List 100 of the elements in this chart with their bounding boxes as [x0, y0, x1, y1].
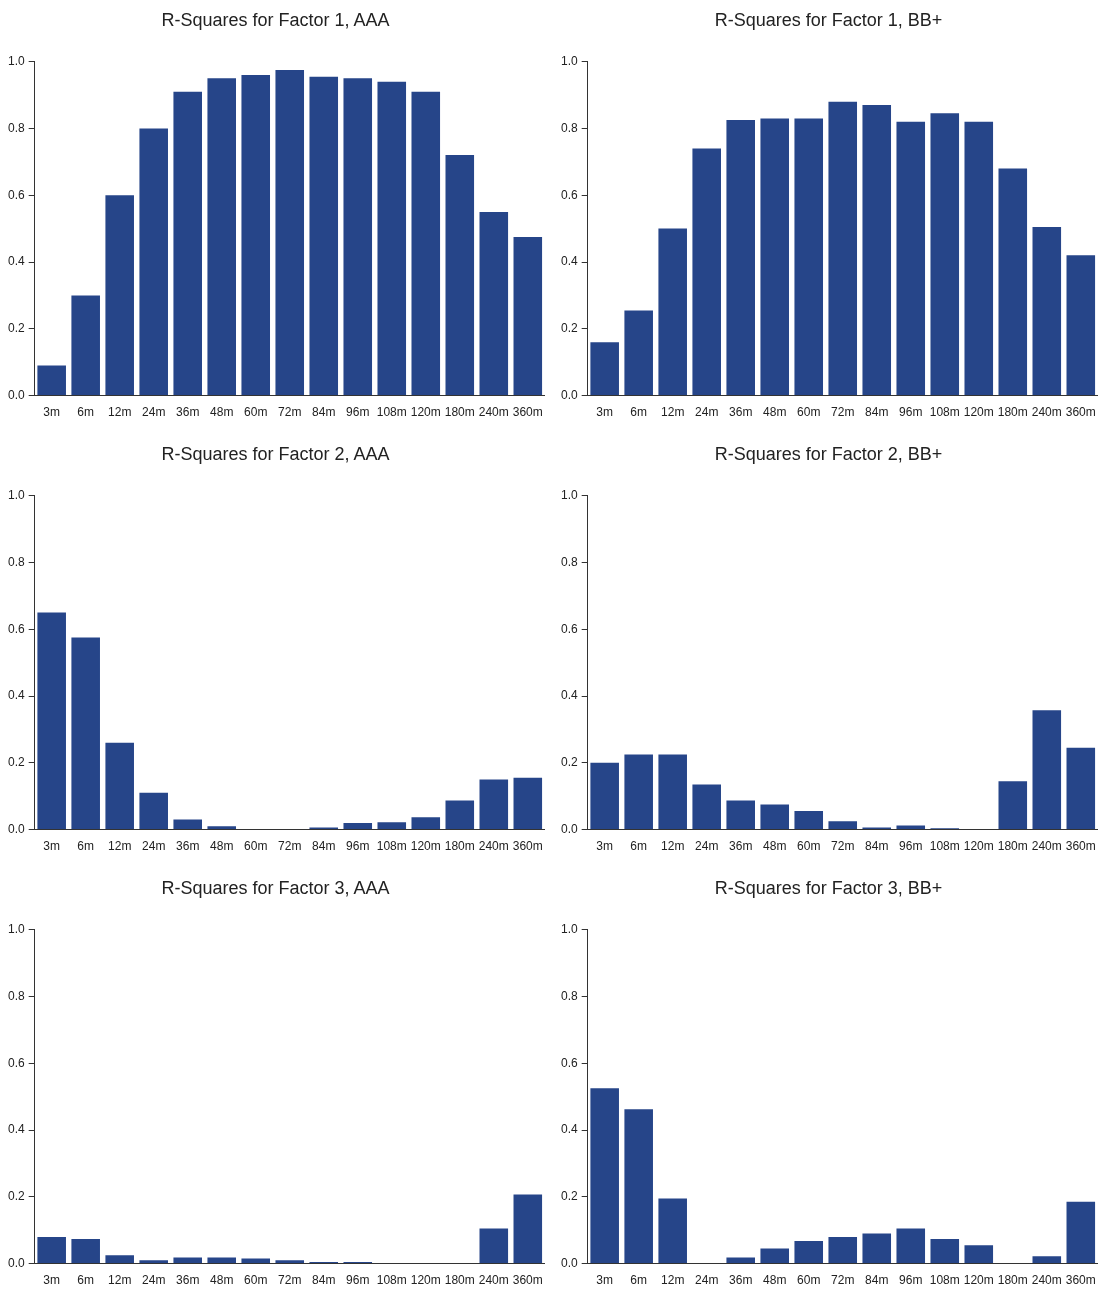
x-tick-label: 36m: [176, 839, 200, 854]
x-tick-label: 24m: [695, 839, 719, 854]
x-tick-label: 96m: [899, 839, 923, 854]
bar: [71, 295, 100, 396]
y-tick-label: 0.2: [7, 321, 25, 336]
x-tick-label: 6m: [630, 405, 648, 420]
bar: [377, 81, 407, 396]
x-tick-label: 24m: [695, 1273, 719, 1288]
x-tick-label: 96m: [899, 1273, 923, 1288]
bar: [71, 637, 100, 830]
x-tick-label: 24m: [695, 405, 719, 420]
bar: [241, 74, 271, 396]
x-tick-label: 240m: [478, 405, 509, 420]
bar: [692, 784, 721, 830]
bar: [105, 195, 134, 396]
x-tick-label: 360m: [512, 839, 543, 854]
x-tick-label: 3m: [596, 1273, 614, 1288]
y-tick-label: 0.2: [560, 1189, 578, 1204]
x-tick-label: 84m: [865, 839, 889, 854]
y-tick-label: 0.6: [560, 187, 578, 202]
y-tick-label: 1.0: [560, 53, 578, 68]
x-tick-label: 360m: [512, 1273, 543, 1288]
x-tick-label: 60m: [244, 839, 268, 854]
y-tick-label: 0.0: [7, 821, 25, 836]
bar: [964, 1245, 994, 1264]
x-tick-label: 48m: [763, 1273, 787, 1288]
y-tick-label: 0.0: [560, 821, 578, 836]
y-tick-label: 0.8: [560, 988, 578, 1003]
x-tick-label: 48m: [763, 839, 787, 854]
x-tick-label: 48m: [210, 1273, 234, 1288]
x-tick-label: 240m: [478, 839, 509, 854]
x-tick-label: 360m: [1065, 1273, 1096, 1288]
x-tick-label: 96m: [346, 405, 370, 420]
bar: [445, 155, 475, 396]
x-tick-label: 3m: [596, 405, 614, 420]
x-tick-label: 180m: [444, 1273, 475, 1288]
x-tick-label: 84m: [865, 405, 889, 420]
bar: [105, 1255, 134, 1264]
x-tick-label: 120m: [410, 405, 441, 420]
x-tick-label: 84m: [312, 1273, 336, 1288]
chart-title: R-Squares for Factor 1, BB+: [714, 9, 943, 30]
y-tick-label: 0.0: [560, 1255, 578, 1270]
x-tick-label: 6m: [77, 839, 95, 854]
x-tick-label: 360m: [1065, 839, 1096, 854]
x-tick-label: 180m: [444, 405, 475, 420]
bar: [658, 1198, 687, 1264]
bar: [964, 121, 994, 396]
x-tick-label: 96m: [346, 1273, 370, 1288]
y-tick-label: 1.0: [7, 53, 25, 68]
bar: [590, 342, 619, 396]
bar: [445, 800, 475, 830]
y-tick-label: 0.2: [560, 755, 578, 770]
bar: [896, 1228, 926, 1264]
x-tick-label: 6m: [630, 839, 648, 854]
x-tick-label: 12m: [661, 839, 685, 854]
y-tick-label: 0.6: [7, 621, 25, 636]
bar: [377, 822, 407, 830]
y-tick-label: 0.4: [7, 1122, 25, 1137]
y-tick-label: 0.8: [560, 554, 578, 569]
x-tick-label: 12m: [661, 405, 685, 420]
x-tick-label: 12m: [661, 1273, 685, 1288]
x-tick-label: 240m: [1031, 1273, 1062, 1288]
y-tick-label: 0.2: [7, 755, 25, 770]
bar: [760, 1248, 790, 1264]
bar: [513, 236, 543, 396]
x-tick-label: 24m: [142, 405, 166, 420]
y-tick-label: 0.6: [560, 1055, 578, 1070]
y-tick-label: 1.0: [560, 487, 578, 502]
y-tick-label: 0.2: [560, 321, 578, 336]
bar: [139, 792, 168, 830]
x-tick-label: 72m: [278, 1273, 302, 1288]
x-tick-label: 60m: [797, 839, 821, 854]
chart-title: R-Squares for Factor 2, AAA: [161, 443, 390, 464]
bar: [658, 754, 687, 830]
y-tick-label: 0.0: [7, 1255, 25, 1270]
x-tick-label: 48m: [210, 839, 234, 854]
bar: [760, 118, 790, 396]
bar: [624, 754, 653, 830]
x-tick-label: 120m: [410, 839, 441, 854]
x-tick-label: 120m: [410, 1273, 441, 1288]
y-tick-label: 0.6: [560, 621, 578, 636]
bar: [37, 1236, 66, 1264]
x-tick-label: 60m: [797, 405, 821, 420]
bar: [479, 211, 509, 396]
bar: [862, 105, 892, 396]
x-tick-label: 240m: [478, 1273, 509, 1288]
bar: [343, 822, 373, 830]
bar: [998, 781, 1028, 830]
x-tick-label: 240m: [1031, 405, 1062, 420]
x-tick-label: 36m: [729, 405, 753, 420]
x-tick-label: 36m: [176, 405, 200, 420]
bar: [1032, 710, 1062, 830]
bar: [862, 1233, 892, 1264]
x-tick-label: 72m: [831, 839, 855, 854]
bar: [411, 817, 441, 830]
bar: [105, 742, 134, 830]
x-tick-label: 12m: [108, 405, 132, 420]
bar: [275, 1260, 305, 1264]
bar: [794, 1240, 824, 1264]
bar: [658, 228, 687, 396]
